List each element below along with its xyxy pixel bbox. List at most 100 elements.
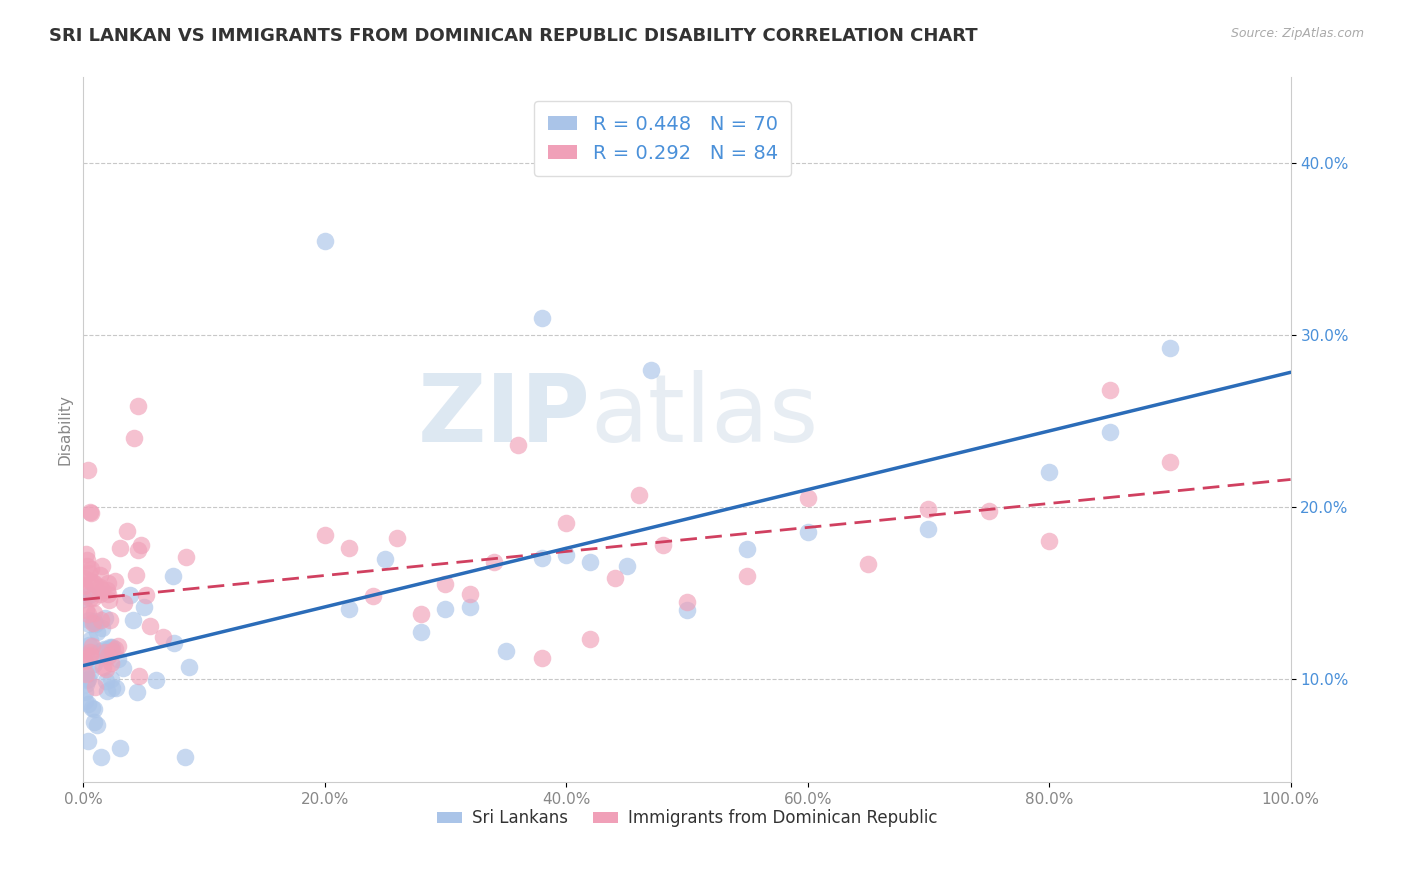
Point (917, 502, 939, 516)
Point (94, 645, 117, 659)
Point (76, 672, 98, 686)
Point (84, 681, 107, 695)
Point (135, 588, 157, 602)
Point (82, 575, 104, 590)
Point (94, 673, 117, 688)
Point (90, 558, 112, 573)
Point (75, 667, 97, 681)
Point (174, 550, 197, 565)
Point (75, 602, 97, 616)
Point (83, 575, 105, 590)
Point (100, 644, 122, 658)
Point (152, 630, 174, 644)
Point (1038, 465, 1060, 479)
Point (100, 656, 122, 670)
Point (531, 311, 554, 326)
Point (531, 551, 554, 566)
Point (1098, 383, 1121, 397)
Legend: Sri Lankans, Immigrants from Dominican Republic: Sri Lankans, Immigrants from Dominican R… (430, 803, 943, 834)
Point (177, 659, 200, 673)
Point (89, 586, 111, 600)
Point (83, 701, 105, 715)
Point (118, 588, 141, 602)
Point (1159, 341, 1181, 355)
Point (458, 599, 481, 614)
Point (96, 583, 118, 598)
Point (107, 639, 129, 653)
Point (122, 432, 145, 446)
Point (83, 615, 105, 629)
Point (98, 613, 121, 627)
Point (115, 524, 138, 538)
Point (314, 528, 336, 542)
Point (90, 749, 112, 764)
Point (89, 581, 111, 595)
Point (796, 525, 818, 540)
Point (107, 652, 129, 666)
Point (82, 616, 104, 631)
Point (174, 749, 197, 764)
Text: SRI LANKAN VS IMMIGRANTS FROM DOMINICAN REPUBLIC DISABILITY CORRELATION CHART: SRI LANKAN VS IMMIGRANTS FROM DOMINICAN … (49, 27, 977, 45)
Point (314, 234, 336, 248)
Point (125, 568, 148, 582)
Point (411, 625, 433, 640)
Point (506, 437, 529, 451)
Point (75, 677, 97, 691)
Point (129, 537, 152, 551)
Point (94, 643, 117, 657)
Point (361, 589, 384, 603)
Point (1159, 455, 1181, 469)
Point (75, 685, 97, 699)
Point (162, 569, 184, 583)
Point (651, 538, 673, 552)
Point (96, 649, 118, 664)
Point (105, 681, 128, 695)
Point (112, 661, 135, 675)
Point (127, 399, 149, 413)
Point (100, 640, 122, 655)
Point (385, 531, 408, 545)
Point (83, 657, 105, 671)
Point (579, 632, 602, 647)
Point (555, 516, 578, 531)
Point (73, 571, 96, 585)
Point (77, 588, 100, 602)
Point (434, 602, 457, 616)
Point (96, 684, 118, 698)
Text: Source: ZipAtlas.com: Source: ZipAtlas.com (1230, 27, 1364, 40)
Point (80, 506, 103, 520)
Point (79, 505, 101, 519)
Point (79, 617, 101, 632)
Point (94, 610, 117, 624)
Point (145, 673, 167, 687)
Point (100, 672, 122, 686)
Point (77, 607, 100, 621)
Point (79, 648, 101, 663)
Point (86, 718, 108, 732)
Point (337, 602, 360, 616)
Point (79, 648, 101, 663)
Point (97, 576, 120, 591)
Point (82, 700, 104, 714)
Point (98, 592, 121, 607)
Point (122, 613, 145, 627)
Point (79, 645, 101, 659)
Point (73, 578, 96, 592)
Point (77, 462, 100, 476)
Point (76, 558, 98, 573)
Point (555, 548, 578, 562)
Point (110, 740, 132, 755)
Point (411, 607, 433, 622)
Point (83, 714, 105, 729)
Point (127, 543, 149, 558)
Point (676, 603, 699, 617)
Point (108, 541, 131, 555)
Point (579, 555, 602, 569)
Point (79, 574, 101, 588)
Point (79, 613, 101, 627)
Point (76, 673, 98, 688)
Point (482, 555, 505, 569)
Point (86, 625, 108, 640)
Point (112, 596, 135, 610)
Point (79, 566, 101, 580)
